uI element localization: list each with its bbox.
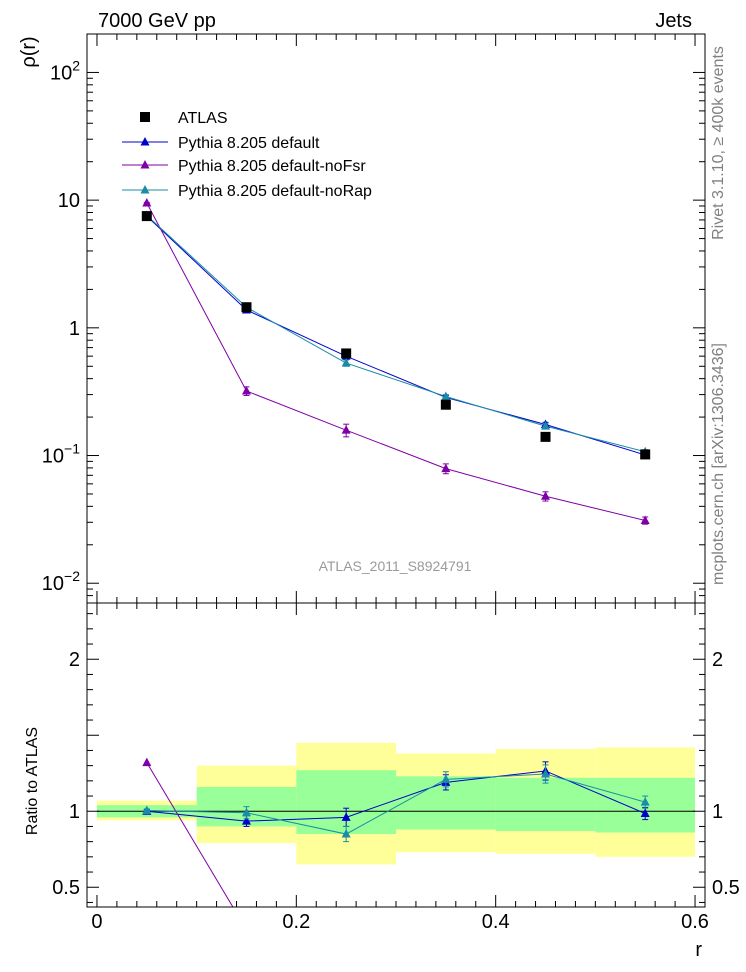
series-point-2 xyxy=(640,515,650,524)
ratio-plot-content: 0.5 0.5 1 1 2 2 0 0.2 0.4 0.6 xyxy=(52,602,740,934)
series-point-2 xyxy=(541,491,551,500)
series-point-3 xyxy=(441,391,451,400)
y-tick-base: 10 xyxy=(50,62,72,84)
ratio-point-2 xyxy=(241,807,251,817)
atlas-data-point xyxy=(440,399,451,410)
x-tick-label: 0.6 xyxy=(681,911,709,933)
series-point-2 xyxy=(142,197,152,207)
series-line-2 xyxy=(146,202,646,521)
series-point-3 xyxy=(541,421,551,430)
ratio-point-2 xyxy=(341,829,351,838)
ratio-point-0 xyxy=(640,808,650,818)
ratio-y-tick-label-right: 1 xyxy=(712,801,723,823)
ratio-y-tick-label-left: 2 xyxy=(69,649,80,671)
y-tick-label: 1 xyxy=(69,318,80,340)
ratio-point-1 xyxy=(242,925,251,934)
atlas-data-point xyxy=(640,449,651,460)
ratio-plot-panel: 0.5 0.5 1 1 2 2 0 0.2 0.4 0.6 Ratio to ATLAS r xyxy=(24,602,740,961)
series-point-2 xyxy=(241,386,251,395)
ratio-point-2 xyxy=(441,774,451,783)
y-tick-label: 10−2 xyxy=(42,568,80,595)
legend-label: Pythia 8.205 default xyxy=(178,135,320,152)
ratio-point-1 xyxy=(641,913,650,922)
legend-marker-atlas xyxy=(140,112,150,122)
x-tick-label: 0 xyxy=(91,911,102,933)
y-tick-label: 10−1 xyxy=(42,441,80,468)
series-point-2 xyxy=(341,425,351,434)
ratio-y-tick-label-left: 0.5 xyxy=(52,877,80,899)
series-point-2 xyxy=(441,463,451,473)
ratio-point-1 xyxy=(545,906,546,907)
x-tick-label: 0.4 xyxy=(482,911,510,933)
legend-marker xyxy=(140,160,150,169)
atlas-data-point xyxy=(241,302,252,313)
atlas-data-point xyxy=(341,348,352,359)
y-tick-exponent: −1 xyxy=(64,441,80,457)
ratio-point-1 xyxy=(142,757,152,767)
band-stat xyxy=(495,777,596,831)
ratio-point-2 xyxy=(640,797,650,806)
side-label-rivet: Rivet 3.1.10, ≥ 400k events xyxy=(710,46,727,240)
ratio-point-2 xyxy=(142,805,152,814)
y-tick-base: 10 xyxy=(42,446,64,468)
ratio-series-group xyxy=(96,742,696,934)
y-tick-exponent: −2 xyxy=(64,568,80,584)
header-right-label: Jets xyxy=(655,10,692,32)
y-tick-label: 102 xyxy=(50,57,80,84)
series-point-3 xyxy=(341,358,351,367)
legend-label: ATLAS xyxy=(178,110,228,127)
ratio-point-2 xyxy=(541,769,551,778)
ratio-point-0 xyxy=(341,812,351,821)
y-tick-exponent: 2 xyxy=(72,57,80,73)
ratio-line-1 xyxy=(146,762,234,907)
y-axis-label-ratio: Ratio to ATLAS xyxy=(24,727,41,835)
atlas-data-point xyxy=(540,431,551,442)
ratio-point-1 xyxy=(342,920,351,929)
legend-label: Pythia 8.205 default-noFsr xyxy=(178,158,366,175)
ratio-line-2 xyxy=(146,773,646,835)
ratio-point-0 xyxy=(241,816,251,825)
ratio-y-tick-label-left: 1 xyxy=(69,801,80,823)
legend: ATLAS Pythia 8.205 default Pythia 8.205 de… xyxy=(122,110,372,200)
x-tick-label: 0.2 xyxy=(282,911,310,933)
ratio-y-tick-label-right: 0.5 xyxy=(712,877,740,899)
ratio-point-1 xyxy=(441,910,450,919)
y-tick-base: 10 xyxy=(42,573,64,595)
y-axis-label-rho: ρ(r) xyxy=(18,36,40,67)
ratio-y-tick-label-right: 2 xyxy=(712,649,723,671)
side-label-mcplots: mcplots.cern.ch [arXiv:1306.3436] xyxy=(710,343,727,585)
x-axis-label: r xyxy=(695,939,702,961)
series-line-3 xyxy=(146,214,646,453)
y-tick-label: 10 xyxy=(58,190,80,212)
atlas-data-point xyxy=(141,211,152,222)
header-left-label: 7000 GeV pp xyxy=(98,10,216,32)
main-series-group xyxy=(141,197,651,525)
series-line-1 xyxy=(146,215,646,456)
legend-marker xyxy=(140,137,150,146)
legend-label: Pythia 8.205 default-noRap xyxy=(178,183,372,200)
legend-marker xyxy=(140,185,150,194)
analysis-id-label: ATLAS_2011_S8924791 xyxy=(319,558,472,574)
ratio-line-0 xyxy=(146,770,646,822)
